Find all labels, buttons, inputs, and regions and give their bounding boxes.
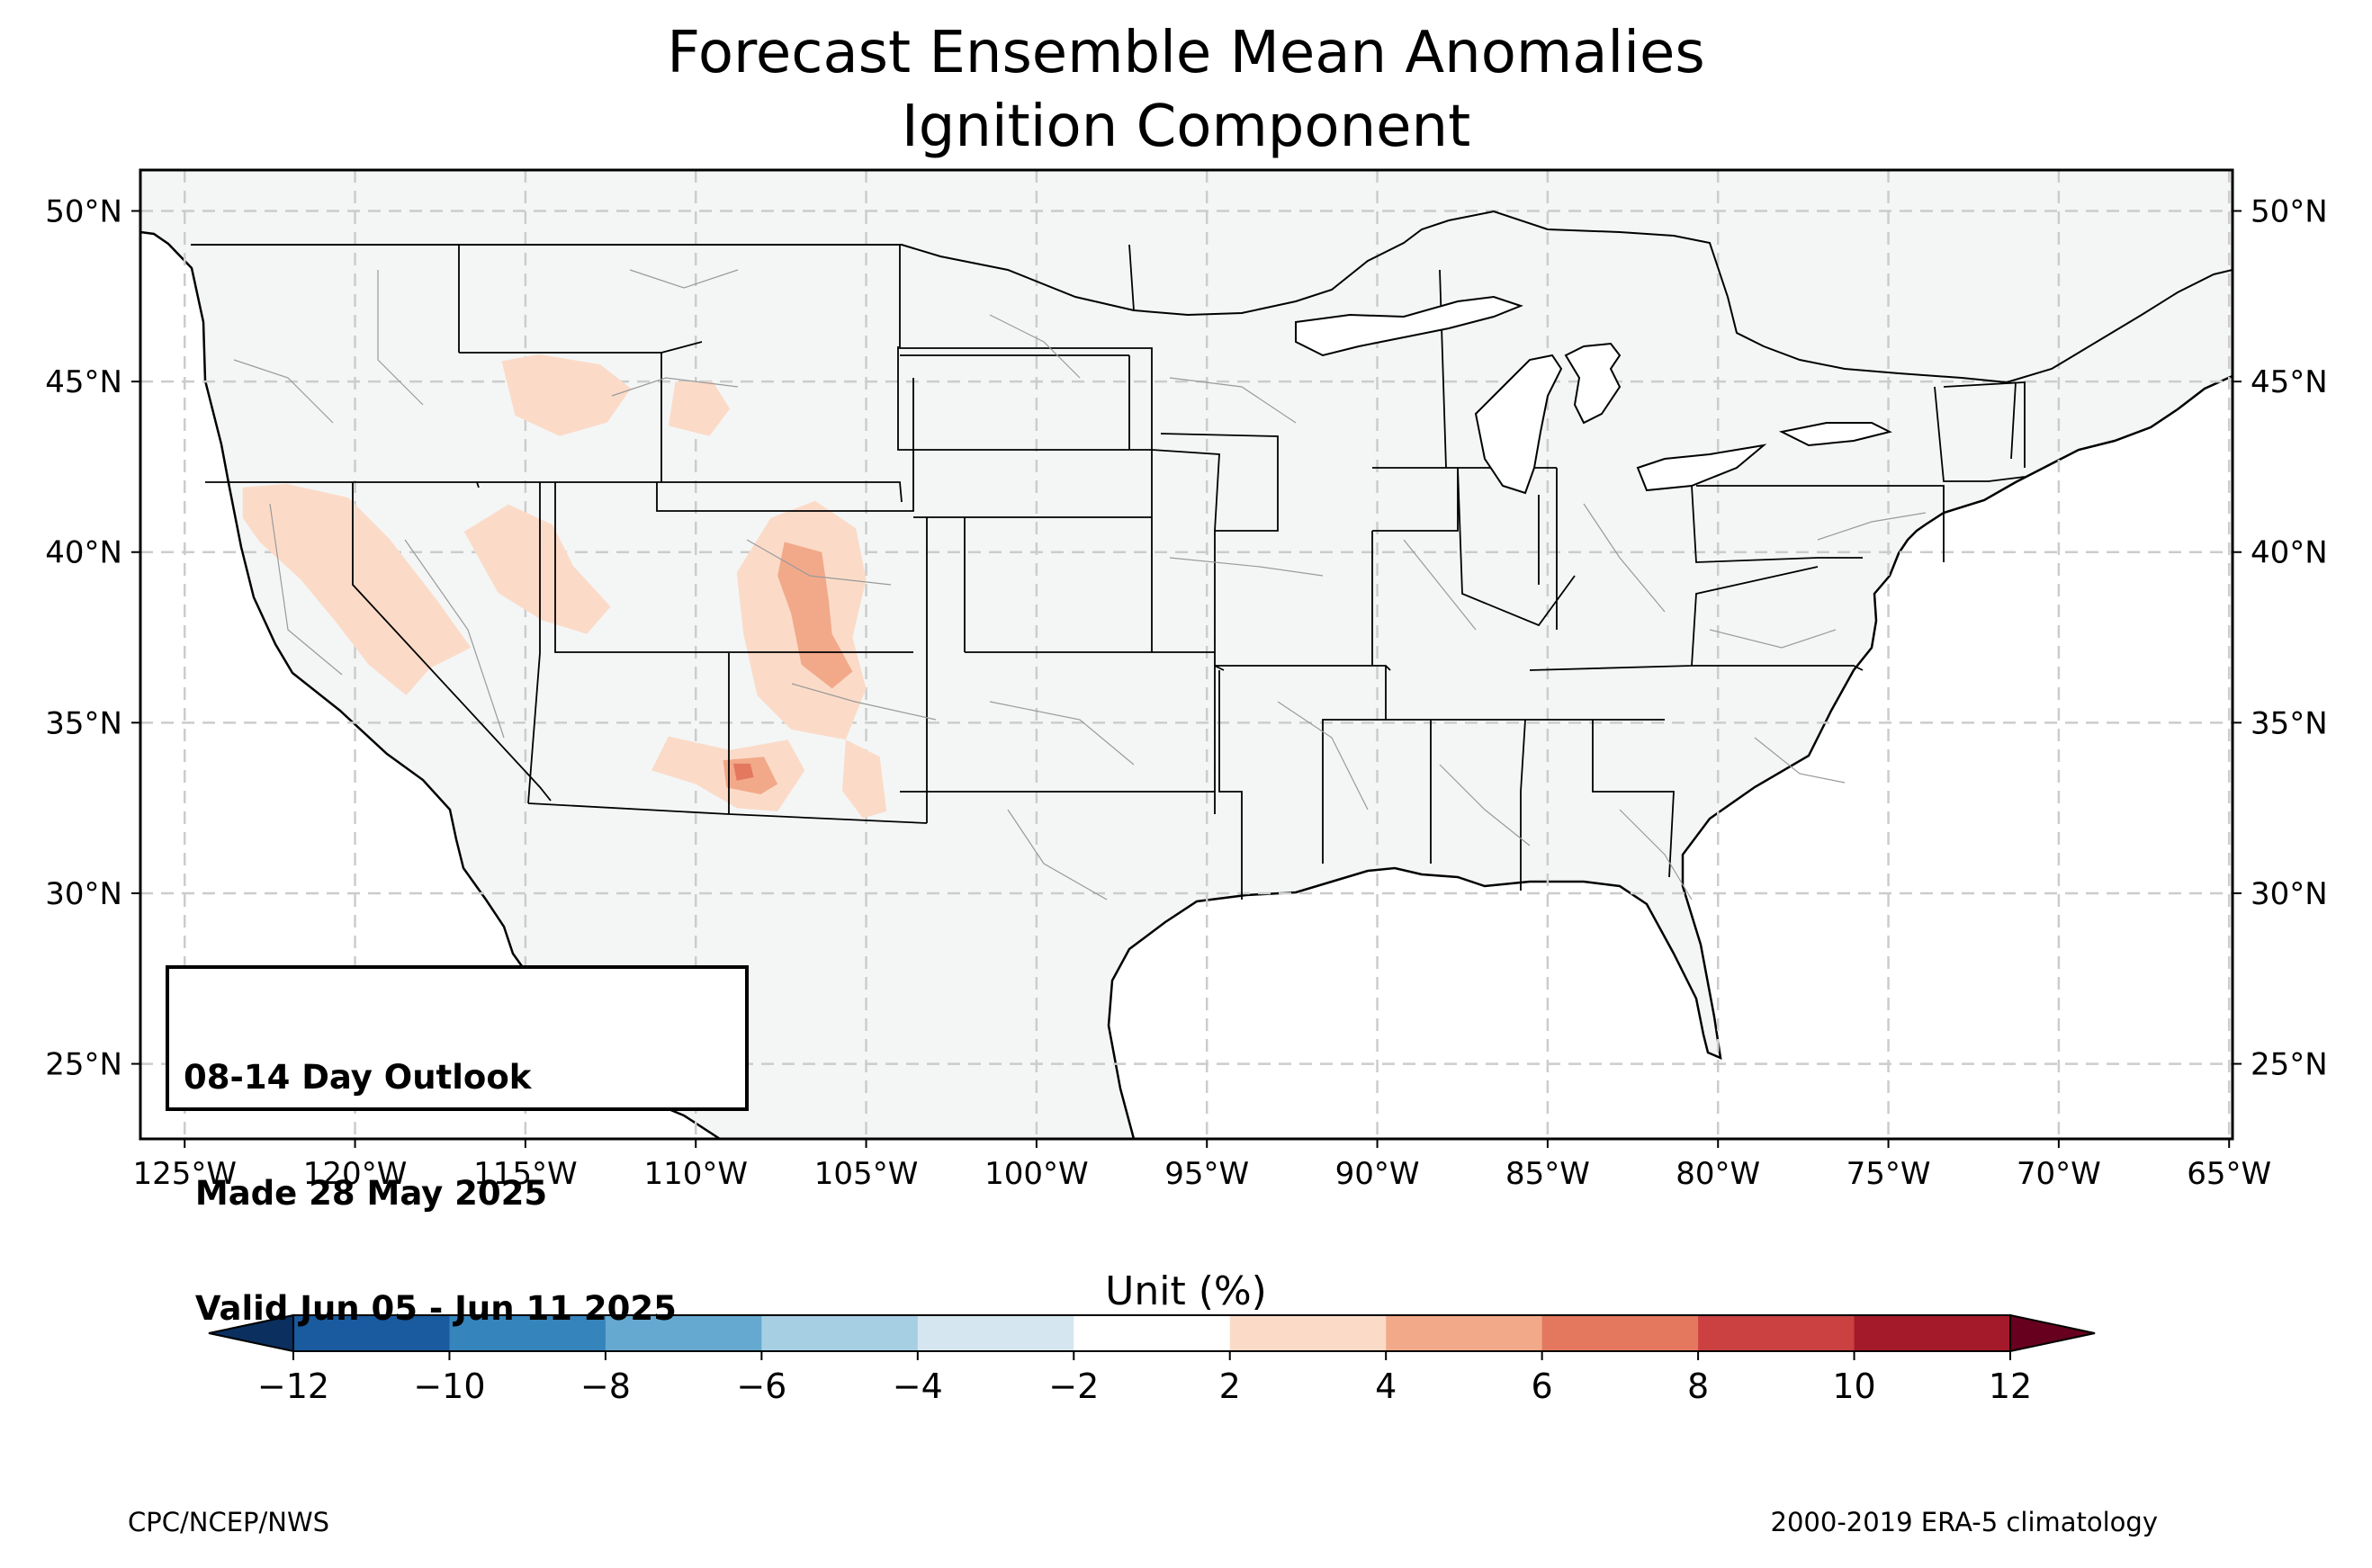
outlook-valid-range: Valid Jun 05 - Jun 11 2025 xyxy=(184,1289,677,1329)
colorbar-segment xyxy=(449,1315,606,1351)
lat-label-right: 45°N xyxy=(2251,364,2328,400)
anomaly-southwest-new-mexico-core xyxy=(732,763,754,781)
colorbar-tick-label: 8 xyxy=(1687,1366,1709,1406)
colorbar-tick-label: 10 xyxy=(1832,1366,1875,1406)
footer-credit: CPC/NCEP/NWS xyxy=(128,1507,330,1537)
colorbar-tick-label: −8 xyxy=(580,1366,631,1406)
anomaly-idaho-montana xyxy=(501,354,632,436)
colorbar-tick-label: 4 xyxy=(1375,1366,1397,1406)
lat-label-right: 50°N xyxy=(2251,194,2328,230)
chart-subtitle: Ignition Component xyxy=(901,94,1471,160)
map-axes: 25°N 25°N 30°N 30°N 35°N 35°N 40°N 40°N 45°N 45°N… xyxy=(45,194,2327,1192)
us-landmass xyxy=(140,170,2233,1139)
colorbar-tick-label: −12 xyxy=(257,1366,329,1406)
lon-label: 65°W xyxy=(2187,1156,2271,1192)
colorbar-tick-label: −2 xyxy=(1048,1366,1099,1406)
lat-label-left: 35°N xyxy=(45,705,122,741)
outlook-info-box: 08-14 Day Outlook Made 28 May 2025 Valid… xyxy=(166,965,749,1328)
lon-label: 75°W xyxy=(1846,1156,1931,1192)
colorbar-segment xyxy=(917,1315,1074,1351)
colorbar-segment xyxy=(605,1315,762,1351)
colorbar-tick-label: −10 xyxy=(413,1366,485,1406)
lat-label-left: 40°N xyxy=(45,535,122,571)
lon-label: 70°W xyxy=(2017,1156,2101,1192)
state-lines xyxy=(205,244,2026,900)
anomaly-eastern-new-mexico xyxy=(842,739,887,819)
anomaly-wyoming xyxy=(668,381,731,436)
lat-label-left: 30°N xyxy=(45,876,122,912)
colorbar-segment xyxy=(1854,1315,2011,1351)
lat-label-left: 45°N xyxy=(45,364,122,400)
colorbar-tick-label: 2 xyxy=(1219,1366,1241,1406)
lon-label: 105°W xyxy=(814,1156,919,1192)
lon-label: 120°W xyxy=(303,1156,408,1192)
state-borders xyxy=(191,210,2233,900)
outlook-made-date: Made 28 May 2025 xyxy=(184,1173,548,1213)
footer-climatology: 2000-2019 ERA-5 climatology xyxy=(1770,1507,2158,1537)
lon-label: 125°W xyxy=(132,1156,237,1192)
colorbar-tick-label: 6 xyxy=(1532,1366,1553,1406)
colorbar-title: Unit (%) xyxy=(1105,1268,1267,1314)
canada-border xyxy=(191,210,2233,384)
lat-label-right: 25°N xyxy=(2251,1047,2328,1083)
colorbar-segment xyxy=(1698,1315,1855,1351)
colorbar-tick-label: −4 xyxy=(893,1366,943,1406)
colorbar-tick-label: 12 xyxy=(1989,1366,2032,1406)
colorbar-segment xyxy=(1386,1315,1543,1351)
lon-label: 80°W xyxy=(1676,1156,1760,1192)
great-lakes xyxy=(1295,295,1892,495)
lon-label: 85°W xyxy=(1505,1156,1590,1192)
outlook-period: 08-14 Day Outlook xyxy=(184,1057,532,1097)
lon-label: 115°W xyxy=(473,1156,578,1192)
county-lines xyxy=(233,269,1927,900)
colorbar-segment xyxy=(1541,1315,1699,1351)
map-frame xyxy=(139,168,2234,1141)
colorbar-segment xyxy=(1074,1315,1231,1351)
lat-label-left: 25°N xyxy=(45,1047,122,1083)
colorbar-over-arrow xyxy=(2009,1313,2096,1353)
colorbar-frame xyxy=(292,1314,2011,1352)
lon-label: 90°W xyxy=(1335,1156,1420,1192)
lon-label: 110°W xyxy=(643,1156,748,1192)
colorbar-segment xyxy=(1229,1315,1387,1351)
colorbar-segment xyxy=(293,1315,450,1351)
chart-title: Forecast Ensemble Mean Anomalies xyxy=(667,20,1705,86)
colorbar-segment xyxy=(761,1315,919,1351)
lon-label: 100°W xyxy=(984,1156,1089,1192)
lat-label-right: 40°N xyxy=(2251,535,2328,571)
colorbar-tick-label: −6 xyxy=(736,1366,786,1406)
lat-label-right: 35°N xyxy=(2251,705,2328,741)
map-panel: 25°N 25°N 30°N 30°N 35°N 35°N 40°N 40°N 45°N 45°N… xyxy=(45,168,2328,1192)
lon-label: 95°W xyxy=(1164,1156,1249,1192)
colorbar: −12 −10 −8 −6 −4 −2 2 4 6 8 10 12 xyxy=(208,1313,2096,1406)
lat-label-right: 30°N xyxy=(2251,876,2328,912)
lat-label-left: 50°N xyxy=(45,194,122,230)
anomaly-nevada-utah xyxy=(463,504,611,634)
